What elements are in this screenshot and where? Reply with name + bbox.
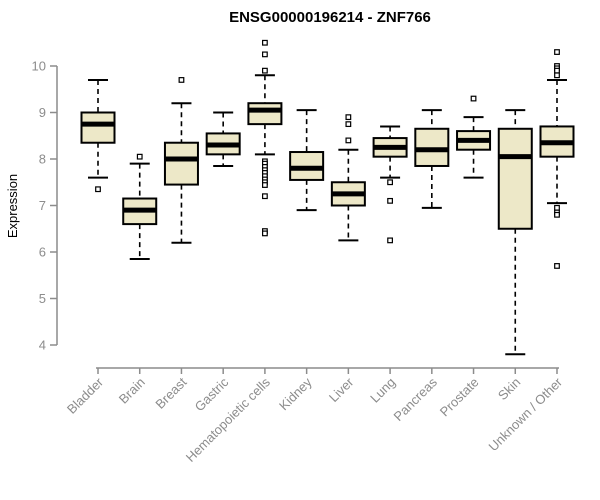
outlier-point bbox=[554, 211, 560, 218]
outlier-point bbox=[262, 51, 268, 58]
outlier-point bbox=[262, 193, 268, 200]
iqr-box bbox=[497, 127, 533, 230]
y-tick-label: 4 bbox=[39, 338, 46, 353]
y-tick-label: 7 bbox=[39, 198, 46, 213]
outlier-point bbox=[554, 49, 560, 55]
box-lung bbox=[372, 125, 408, 244]
iqr-box bbox=[80, 111, 116, 144]
box-hematopoietic-cells bbox=[247, 39, 283, 237]
box-prostate bbox=[456, 95, 492, 179]
outlier-point bbox=[345, 121, 352, 128]
outlier-point bbox=[345, 137, 352, 144]
box-unknown-other bbox=[539, 49, 575, 269]
box-breast bbox=[163, 77, 199, 244]
y-tick-label: 6 bbox=[39, 245, 46, 260]
outlier-point bbox=[554, 204, 560, 211]
box-liver bbox=[330, 114, 366, 242]
x-tick-label: Breast bbox=[152, 374, 189, 411]
x-tick-label: Brain bbox=[116, 375, 148, 407]
outlier-point bbox=[387, 237, 393, 244]
y-tick-label: 9 bbox=[39, 105, 46, 120]
y-axis-label: Expression bbox=[5, 174, 20, 238]
x-tick-label: Kidney bbox=[276, 374, 315, 413]
box-skin bbox=[497, 109, 533, 356]
outlier-point bbox=[136, 153, 143, 160]
x-tick-label: Pancreas bbox=[390, 374, 440, 424]
y-tick-label: 8 bbox=[39, 152, 46, 167]
outlier-point bbox=[262, 39, 268, 46]
outlier-point bbox=[178, 77, 185, 83]
x-tick-label: Unknown / Other bbox=[486, 374, 566, 454]
outlier-point bbox=[95, 186, 101, 193]
outlier-point bbox=[470, 95, 477, 102]
y-tick-label: 5 bbox=[39, 291, 46, 306]
outlier-point bbox=[554, 72, 560, 79]
x-tick-label: Bladder bbox=[64, 374, 107, 417]
box-brain bbox=[122, 153, 158, 260]
x-tick-label: Lung bbox=[367, 375, 398, 406]
outlier-point bbox=[345, 114, 352, 121]
x-tick-label: Skin bbox=[495, 375, 523, 403]
outlier-point bbox=[554, 263, 560, 269]
y-axis: 4 5 6 7 8 9 10 bbox=[32, 59, 58, 353]
x-tick-label: Gastric bbox=[192, 374, 232, 414]
x-tick-label: Prostate bbox=[437, 375, 482, 420]
outlier-point bbox=[262, 67, 268, 74]
boxplot-marks bbox=[80, 39, 575, 356]
outlier-point bbox=[262, 182, 268, 188]
outlier-point bbox=[554, 67, 560, 74]
box-kidney bbox=[289, 109, 325, 212]
box-gastric bbox=[205, 111, 241, 167]
chart-title: ENSG00000196214 - ZNF766 bbox=[229, 9, 431, 26]
iqr-box bbox=[247, 102, 283, 126]
x-tick-label: Liver bbox=[326, 374, 357, 405]
y-tick-label: 10 bbox=[32, 59, 46, 74]
outlier-point bbox=[387, 179, 393, 186]
iqr-box bbox=[163, 141, 199, 186]
box-pancreas bbox=[414, 109, 450, 209]
box-bladder bbox=[80, 78, 116, 193]
outlier-point bbox=[387, 197, 393, 204]
outlier-point bbox=[262, 230, 268, 237]
